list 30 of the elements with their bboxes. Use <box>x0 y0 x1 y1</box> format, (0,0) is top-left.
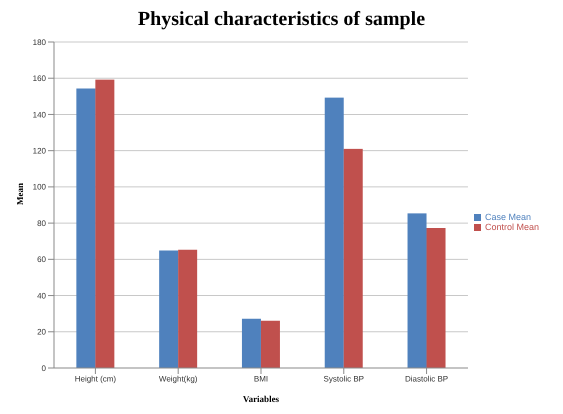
y-tick-label: 60 <box>37 255 47 264</box>
x-tick-label: Diastolic BP <box>405 374 448 384</box>
x-tick-label: BMI <box>254 374 268 384</box>
y-tick-label: 180 <box>32 38 47 47</box>
y-axis-title: Mean <box>15 183 26 205</box>
x-axis-title: Variables <box>242 394 280 404</box>
x-tick-label: Height (cm) <box>74 374 116 384</box>
x-tick-label: Weight(kg) <box>158 374 198 384</box>
y-tick-label: 140 <box>32 110 47 120</box>
y-tick-label: 40 <box>37 291 47 300</box>
y-tick-label: 160 <box>32 74 47 84</box>
legend-label: Case Mean <box>484 212 531 222</box>
bar <box>242 318 261 368</box>
bar <box>408 213 427 368</box>
bar <box>260 320 280 368</box>
legend-label: Control Mean <box>484 222 539 232</box>
bar <box>178 250 198 368</box>
bar <box>344 148 363 368</box>
y-tick-label: 120 <box>32 146 47 156</box>
x-tick-label: Systolic BP <box>324 374 364 384</box>
y-tick-label: 20 <box>37 328 47 337</box>
bar <box>95 80 114 368</box>
y-tick-label: 0 <box>42 364 47 373</box>
y-tick-label: 80 <box>37 218 47 228</box>
y-tick-label: 100 <box>32 182 47 192</box>
bar <box>76 88 96 368</box>
bar <box>426 228 446 368</box>
chart-title: Physical characteristics of sample <box>136 8 426 32</box>
bar <box>159 250 178 368</box>
bar <box>324 98 344 368</box>
